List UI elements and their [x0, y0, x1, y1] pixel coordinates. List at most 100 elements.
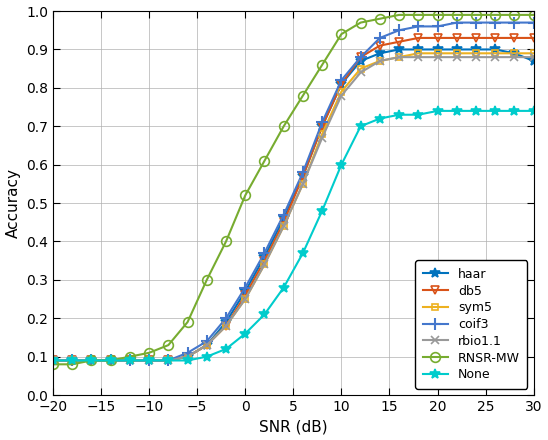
rbio1.1 [376, 59, 383, 64]
None [300, 250, 306, 256]
RNSR-MW [165, 342, 172, 348]
haar [376, 51, 383, 56]
coif3 [242, 285, 249, 290]
haar [319, 124, 326, 129]
rbio1.1 [146, 358, 152, 363]
sym5 [396, 55, 402, 60]
db5 [203, 342, 210, 348]
Line: None: None [48, 106, 539, 365]
rbio1.1 [222, 323, 229, 329]
db5 [376, 43, 383, 48]
db5 [338, 81, 345, 87]
haar [242, 289, 249, 294]
coif3 [281, 212, 287, 217]
sym5 [338, 89, 345, 94]
db5 [107, 358, 114, 363]
RNSR-MW [184, 319, 191, 325]
rbio1.1 [107, 358, 114, 363]
db5 [530, 35, 537, 40]
sym5 [184, 354, 191, 359]
haar [184, 354, 191, 359]
sym5 [146, 358, 152, 363]
RNSR-MW [396, 12, 402, 18]
Legend: haar, db5, sym5, coif3, rbio1.1, RNSR-MW, None: haar, db5, sym5, coif3, rbio1.1, RNSR-MW… [415, 260, 527, 389]
coif3 [473, 20, 480, 25]
None [473, 108, 480, 114]
None [454, 108, 460, 114]
db5 [396, 39, 402, 44]
haar [511, 51, 518, 56]
None [261, 312, 268, 317]
haar [127, 358, 133, 363]
db5 [146, 358, 152, 363]
coif3 [146, 358, 152, 363]
RNSR-MW [376, 16, 383, 22]
rbio1.1 [184, 354, 191, 359]
coif3 [50, 358, 56, 363]
RNSR-MW [300, 93, 306, 98]
RNSR-MW [88, 358, 95, 363]
haar [530, 59, 537, 64]
sym5 [376, 59, 383, 64]
haar [107, 358, 114, 363]
rbio1.1 [473, 55, 480, 60]
db5 [88, 358, 95, 363]
rbio1.1 [357, 70, 364, 75]
sym5 [473, 51, 480, 56]
sym5 [454, 51, 460, 56]
haar [415, 47, 421, 52]
Y-axis label: Accuracy: Accuracy [5, 168, 21, 238]
RNSR-MW [281, 124, 287, 129]
rbio1.1 [338, 93, 345, 98]
None [50, 358, 56, 363]
rbio1.1 [165, 358, 172, 363]
haar [69, 358, 76, 363]
sym5 [415, 51, 421, 56]
None [146, 358, 152, 363]
Line: rbio1.1: rbio1.1 [49, 53, 538, 365]
coif3 [376, 35, 383, 40]
coif3 [261, 250, 268, 256]
sym5 [530, 51, 537, 56]
coif3 [338, 77, 345, 83]
sym5 [319, 131, 326, 136]
RNSR-MW [357, 20, 364, 25]
coif3 [357, 55, 364, 60]
None [492, 108, 499, 114]
db5 [454, 35, 460, 40]
None [415, 112, 421, 117]
haar [338, 81, 345, 87]
rbio1.1 [300, 181, 306, 187]
coif3 [530, 20, 537, 25]
rbio1.1 [492, 55, 499, 60]
None [357, 124, 364, 129]
sym5 [434, 51, 441, 56]
RNSR-MW [203, 277, 210, 282]
rbio1.1 [281, 224, 287, 229]
RNSR-MW [146, 350, 152, 356]
coif3 [203, 339, 210, 344]
X-axis label: SNR (dB): SNR (dB) [259, 419, 328, 434]
None [281, 285, 287, 290]
coif3 [454, 20, 460, 25]
RNSR-MW [415, 12, 421, 18]
None [396, 112, 402, 117]
RNSR-MW [50, 362, 56, 367]
db5 [434, 35, 441, 40]
sym5 [203, 342, 210, 348]
db5 [492, 35, 499, 40]
rbio1.1 [434, 55, 441, 60]
db5 [319, 124, 326, 129]
coif3 [319, 120, 326, 125]
RNSR-MW [434, 12, 441, 18]
sym5 [69, 358, 76, 363]
db5 [357, 55, 364, 60]
haar [434, 47, 441, 52]
db5 [261, 258, 268, 263]
haar [396, 47, 402, 52]
db5 [300, 173, 306, 179]
None [165, 358, 172, 363]
coif3 [222, 315, 229, 321]
None [203, 354, 210, 359]
rbio1.1 [396, 55, 402, 60]
